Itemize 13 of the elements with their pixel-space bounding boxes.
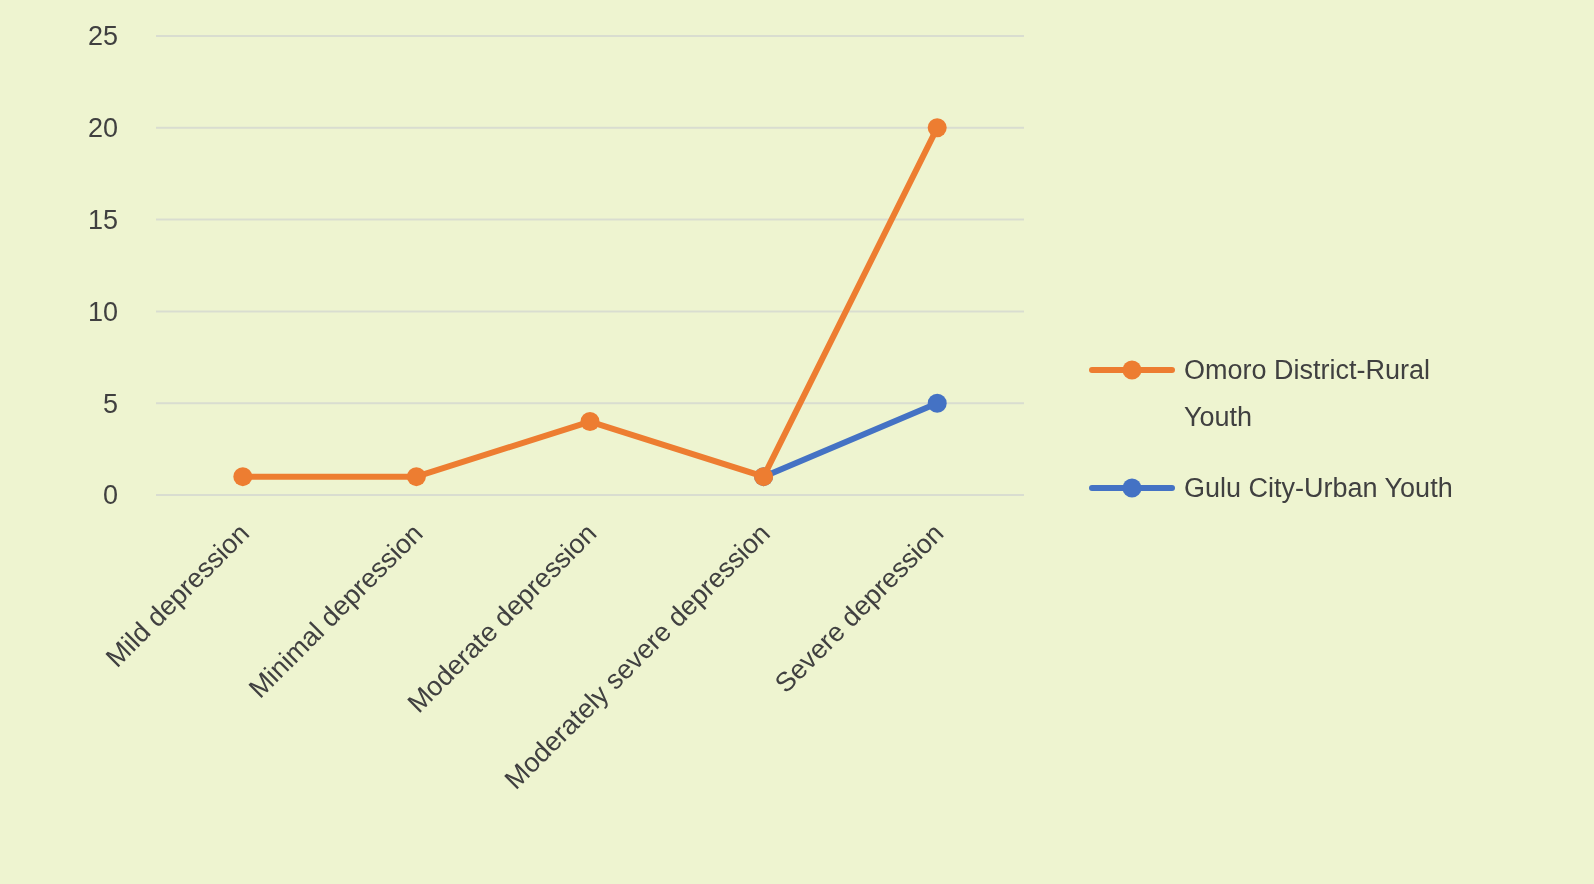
y-tick-label: 15 <box>87 205 118 236</box>
point <box>406 467 426 487</box>
legend-label: Omoro District-Rural Youth <box>1184 355 1431 433</box>
y-tick-label: 10 <box>87 296 118 327</box>
point <box>927 118 947 138</box>
point <box>927 393 947 413</box>
point <box>233 467 253 487</box>
y-tick-label: 25 <box>87 21 118 52</box>
legend-label: Gulu City-Urban Youth <box>1184 473 1453 504</box>
y-tick-label: 0 <box>102 480 118 511</box>
y-tick-label: 20 <box>87 113 118 144</box>
point <box>580 412 600 432</box>
y-tick-label: 5 <box>102 388 118 419</box>
